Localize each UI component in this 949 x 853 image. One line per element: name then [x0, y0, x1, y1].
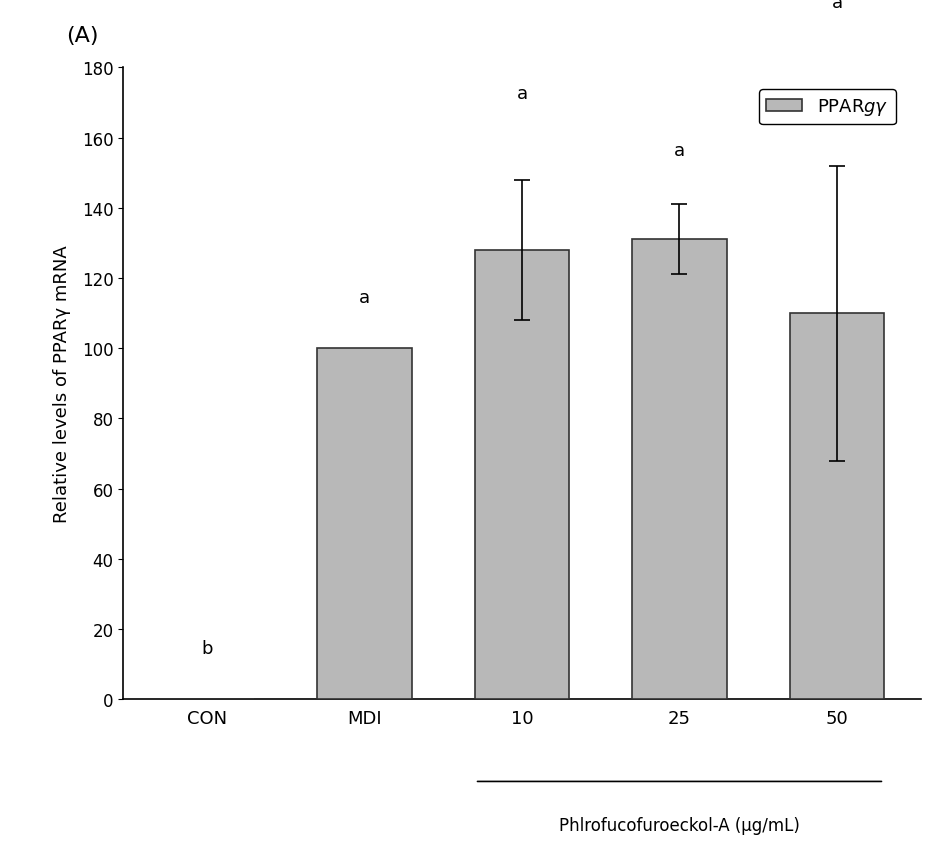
Bar: [632, 240, 727, 699]
Bar: [790, 314, 884, 699]
Text: (A): (A): [66, 26, 99, 45]
Text: b: b: [201, 640, 213, 658]
Legend: PPAR$g$$\gamma$: PPAR$g$$\gamma$: [759, 90, 896, 125]
Text: a: a: [831, 0, 843, 12]
Y-axis label: Relative levels of PPARγ mRNA: Relative levels of PPARγ mRNA: [53, 245, 71, 523]
Text: a: a: [674, 142, 685, 160]
Text: Phlrofucofuroeckol-A (μg/mL): Phlrofucofuroeckol-A (μg/mL): [559, 816, 800, 834]
Bar: [474, 251, 569, 699]
Text: a: a: [516, 85, 528, 103]
Text: a: a: [359, 288, 370, 307]
Bar: [317, 349, 412, 699]
